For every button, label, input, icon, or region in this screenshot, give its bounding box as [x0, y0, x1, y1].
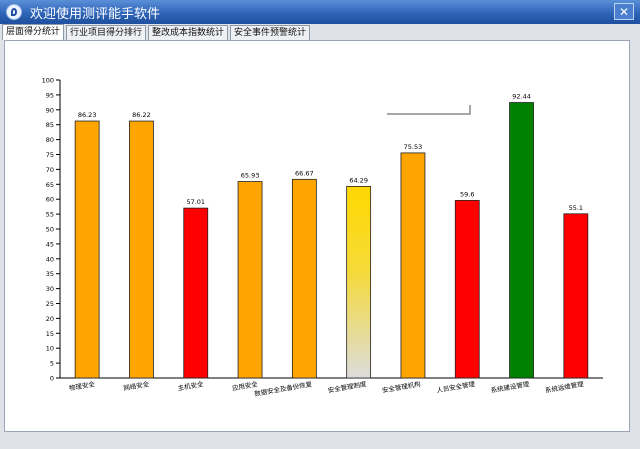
y-tick-label: 15 — [46, 330, 54, 338]
bar-1 — [74, 120, 100, 379]
y-tick-label: 90 — [46, 106, 54, 114]
category-label: 主机安全 — [177, 379, 205, 392]
y-tick-label: 30 — [46, 285, 54, 293]
y-tick-label: 70 — [46, 166, 54, 174]
y-tick-label: 85 — [46, 121, 54, 129]
tab-industry-ranking[interactable]: 行业项目得分排行 — [66, 25, 147, 40]
data-label: 75.53 — [404, 143, 423, 151]
category-label: 安全管理机构 — [381, 379, 421, 395]
y-tick-label: 60 — [46, 196, 54, 204]
bar-10 — [563, 213, 589, 379]
bar-5 — [291, 178, 317, 379]
chart-panel: 0 5 10 15 20 25 30 35 40 45 50 55 60 65 70 75 80 85 90 95 10… — [4, 40, 630, 432]
y-tick-label: 45 — [46, 240, 54, 248]
bar-7 — [400, 152, 426, 379]
y-tick-label: 5 — [50, 360, 54, 368]
title-bar: 欢迎使用测评能手软件 ✕ — [0, 0, 640, 24]
tab-security-warning[interactable]: 安全事件预警统计 — [230, 25, 311, 40]
y-tick-label: 75 — [46, 151, 54, 159]
bar-chart: 0 5 10 15 20 25 30 35 40 45 50 55 60 65 70 75 80 85 90 95 10… — [42, 77, 603, 398]
y-tick-label: 0 — [50, 375, 54, 383]
y-tick-label: 50 — [46, 226, 54, 234]
y-tick-label: 95 — [46, 91, 54, 99]
status-bar — [0, 434, 640, 449]
bar-6 — [346, 186, 372, 379]
y-tick-label: 40 — [46, 255, 54, 263]
data-label: 66.67 — [295, 169, 314, 177]
tab-rectification-cost[interactable]: 整改成本指数统计 — [148, 25, 229, 40]
data-label: 65.93 — [241, 172, 260, 180]
data-label: 86.22 — [132, 111, 151, 119]
bar-3 — [183, 207, 209, 379]
data-label: 55.1 — [569, 204, 583, 212]
data-label: 64.29 — [349, 176, 368, 184]
bar-8 — [454, 199, 480, 379]
data-label: 86.23 — [78, 111, 97, 119]
data-label: 57.01 — [186, 198, 205, 206]
y-tick-label: 100 — [42, 77, 54, 85]
category-label: 人员安全管理 — [436, 379, 476, 395]
bar-4 — [237, 181, 263, 379]
close-button[interactable]: ✕ — [614, 3, 634, 20]
y-tick-label: 80 — [46, 136, 54, 144]
app-logo-icon — [6, 4, 22, 20]
y-tick-label: 10 — [46, 345, 54, 353]
category-label: 网络安全 — [123, 379, 151, 392]
window-title: 欢迎使用测评能手软件 — [30, 7, 161, 22]
category-label: 系统建设管理 — [490, 379, 530, 395]
category-label: 数据安全及备份恢复 — [254, 379, 314, 398]
tab-layer-score[interactable]: 层面得分统计 — [2, 24, 65, 40]
data-label: 59.6 — [460, 190, 474, 198]
bar-9 — [509, 102, 534, 379]
bar-2 — [129, 120, 154, 379]
category-label: 安全管理制度 — [327, 379, 367, 395]
data-label: 92.44 — [512, 93, 531, 101]
y-tick-label: 25 — [46, 300, 54, 308]
category-label: 物理安全 — [68, 379, 96, 392]
tab-bar: 层面得分统计 行业项目得分排行 整改成本指数统计 安全事件预警统计 — [2, 24, 312, 41]
y-tick-label: 65 — [46, 181, 54, 189]
category-label: 系统运维管理 — [544, 379, 584, 395]
annotation-line — [387, 105, 471, 115]
y-tick-label: 55 — [46, 211, 54, 219]
y-tick-label: 20 — [46, 315, 54, 323]
y-tick-label: 35 — [46, 270, 54, 278]
